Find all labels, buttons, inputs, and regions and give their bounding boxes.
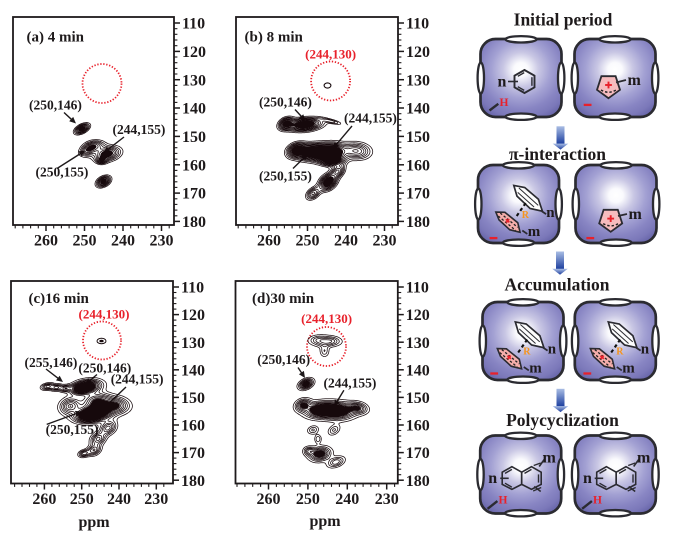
svg-text:140: 140 [181, 362, 205, 379]
svg-text:(255,146): (255,146) [25, 355, 78, 370]
svg-text:170: 170 [181, 445, 205, 462]
svg-text:260: 260 [32, 491, 56, 508]
svg-text:130: 130 [181, 335, 205, 352]
svg-text:240: 240 [111, 233, 135, 250]
svg-text:260: 260 [257, 233, 281, 250]
svg-text:230: 230 [373, 233, 397, 250]
svg-text:π-interaction: π-interaction [509, 144, 606, 164]
svg-text:160: 160 [182, 157, 206, 174]
svg-text:n: n [583, 470, 592, 487]
svg-text:180: 180 [182, 214, 206, 231]
svg-text:150: 150 [406, 129, 430, 146]
svg-text:120: 120 [181, 307, 205, 324]
svg-text:(250,155): (250,155) [259, 169, 312, 184]
svg-text:H: H [593, 495, 602, 507]
svg-text:(d)30 min: (d)30 min [252, 291, 315, 307]
svg-text:n: n [498, 74, 507, 91]
svg-text:250: 250 [296, 491, 320, 508]
svg-text:Initial period: Initial period [514, 10, 613, 30]
svg-text:120: 120 [406, 307, 430, 324]
svg-text:130: 130 [406, 72, 430, 89]
svg-text:(250,155): (250,155) [36, 165, 89, 180]
svg-text:m: m [629, 206, 643, 223]
svg-text:260: 260 [34, 233, 58, 250]
svg-text:250: 250 [70, 491, 94, 508]
svg-text:140: 140 [182, 101, 206, 118]
svg-text:(b) 8 min: (b) 8 min [245, 30, 304, 46]
svg-text:(c)16 min: (c)16 min [29, 291, 90, 307]
svg-text:260: 260 [257, 491, 281, 508]
svg-text:240: 240 [107, 491, 131, 508]
svg-text:ppm: ppm [309, 513, 341, 530]
svg-text:180: 180 [406, 214, 430, 231]
svg-text:ppm: ppm [78, 514, 110, 531]
svg-text:150: 150 [406, 390, 430, 407]
svg-text:(244,130): (244,130) [305, 47, 356, 62]
svg-text:n: n [488, 470, 497, 487]
svg-text:160: 160 [406, 418, 430, 435]
svg-text:H: H [500, 97, 509, 109]
svg-text:170: 170 [406, 186, 430, 203]
svg-text:(244,155): (244,155) [111, 372, 164, 387]
svg-text:120: 120 [406, 44, 430, 61]
svg-text:(244,130): (244,130) [79, 307, 130, 322]
svg-text:(244,155): (244,155) [113, 122, 166, 137]
svg-text:140: 140 [406, 101, 430, 118]
svg-text:250: 250 [296, 233, 320, 250]
svg-text:m: m [628, 72, 642, 89]
svg-text:160: 160 [181, 418, 205, 435]
svg-text:130: 130 [182, 72, 206, 89]
svg-text:240: 240 [335, 491, 359, 508]
svg-text:140: 140 [406, 362, 430, 379]
svg-text:170: 170 [406, 445, 430, 462]
svg-text:Polycyclization: Polycyclization [506, 410, 619, 430]
svg-text:m: m [637, 450, 651, 467]
svg-text:110: 110 [406, 280, 429, 297]
svg-text:240: 240 [334, 233, 358, 250]
svg-text:250: 250 [73, 233, 97, 250]
svg-text:(244,155): (244,155) [344, 111, 397, 126]
svg-text:110: 110 [406, 16, 429, 33]
svg-text:230: 230 [375, 491, 399, 508]
svg-text:(244,155): (244,155) [324, 376, 377, 391]
svg-text:160: 160 [406, 157, 430, 174]
svg-text:H: H [499, 495, 508, 507]
svg-text:(244,130): (244,130) [301, 311, 352, 326]
svg-text:m: m [543, 450, 557, 467]
svg-text:130: 130 [406, 335, 430, 352]
svg-text:180: 180 [406, 473, 430, 490]
svg-text:180: 180 [181, 473, 205, 490]
svg-text:(a) 4 min: (a) 4 min [27, 30, 85, 46]
svg-text:110: 110 [182, 16, 205, 33]
svg-text:(250,146): (250,146) [257, 352, 310, 367]
svg-text:150: 150 [181, 390, 205, 407]
svg-text:(250,155): (250,155) [46, 422, 99, 437]
svg-text:150: 150 [182, 129, 206, 146]
svg-text:(250,146): (250,146) [29, 98, 82, 113]
svg-text:230: 230 [150, 233, 174, 250]
svg-text:170: 170 [182, 186, 206, 203]
svg-text:(250,146): (250,146) [78, 361, 131, 376]
svg-text:110: 110 [181, 280, 204, 297]
svg-text:120: 120 [182, 44, 206, 61]
svg-text:(250,146): (250,146) [259, 95, 312, 110]
svg-text:230: 230 [144, 491, 168, 508]
svg-text:Accumulation: Accumulation [505, 275, 610, 295]
